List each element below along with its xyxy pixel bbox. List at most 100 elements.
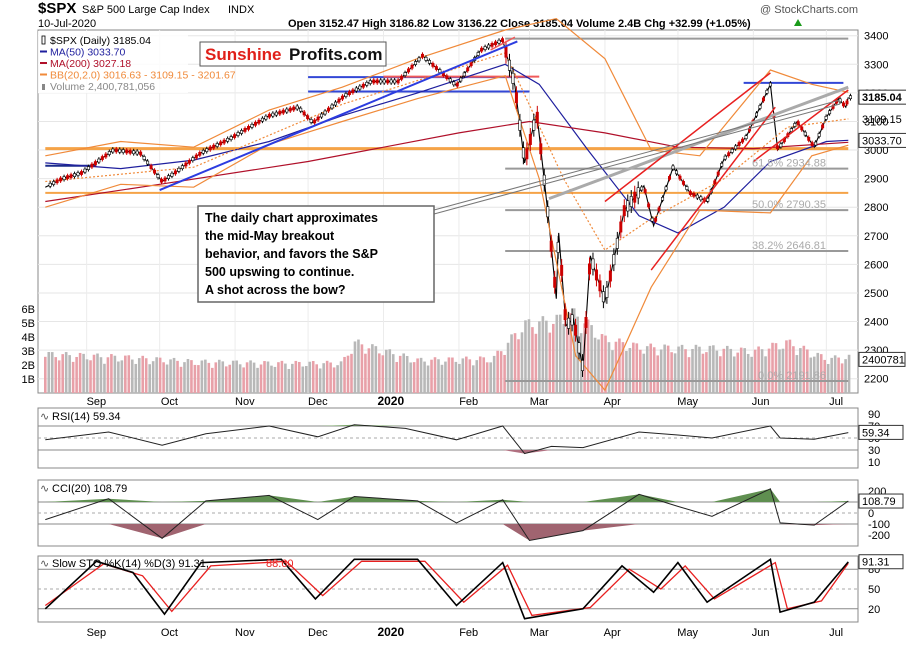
candle-body — [720, 162, 724, 167]
candle-body — [810, 142, 814, 146]
candle-body — [605, 286, 609, 298]
indicator-tick--200: -200 — [868, 530, 890, 542]
volume-bar — [419, 357, 423, 393]
indicator-tick-20: 20 — [868, 604, 880, 616]
candle-body — [758, 105, 762, 109]
volume-bar — [534, 333, 538, 393]
candle-body — [469, 62, 473, 67]
volume-bar — [277, 362, 280, 393]
cci-title: CCI(20) 108.79 — [52, 483, 127, 495]
candle-body — [577, 342, 581, 354]
candle-body — [765, 89, 769, 94]
volume-bar — [552, 323, 555, 393]
volume-bar — [43, 356, 47, 393]
candle-body — [333, 101, 337, 106]
x-axis-labels-bottom: Sep Oct Nov Dec 2020 Feb Mar Apr May Jun Jul — [87, 625, 844, 639]
price-tick-2700: 2700 — [864, 231, 888, 243]
volume-bar — [158, 357, 162, 393]
volume-bar — [197, 365, 200, 393]
volume-bar — [830, 357, 833, 393]
legend-box — [38, 31, 188, 93]
volume-bar — [124, 355, 127, 393]
price-badge-2: 3033.70 — [862, 135, 902, 147]
callout-connector-1 — [433, 99, 841, 211]
ohlc-readout: Open 3152.47 High 3186.82 Low 3136.22 Cl… — [288, 18, 751, 30]
candle-body — [640, 186, 644, 191]
volume-bar — [85, 359, 89, 393]
candle-body — [351, 89, 355, 94]
candle-body — [257, 119, 261, 124]
volume-bar — [586, 319, 590, 393]
candle-body — [327, 107, 331, 112]
candle-body — [483, 46, 487, 50]
volume-bar — [134, 363, 138, 393]
series-line-ma-200- — [45, 120, 849, 203]
logo-part2: Profits.com — [289, 45, 383, 64]
volume-bar — [739, 347, 743, 393]
trendline-2 — [548, 85, 849, 201]
candle-body — [52, 181, 56, 185]
volume-layer — [43, 308, 851, 393]
cci-icon: ∿ — [40, 483, 49, 495]
volume-bar — [652, 347, 656, 393]
volume-bar — [301, 366, 305, 393]
price-tick-3300: 3300 — [864, 59, 888, 71]
trendline-1 — [490, 36, 516, 51]
volume-bar — [217, 359, 221, 393]
candle-body — [445, 75, 449, 80]
candle-body — [674, 170, 678, 175]
candle-body — [368, 80, 372, 84]
candle-body — [389, 79, 393, 84]
trendline-4 — [650, 106, 776, 271]
volume-bar — [120, 360, 124, 393]
candle-body — [817, 133, 821, 137]
volume-bar — [325, 360, 329, 393]
candle-body — [142, 156, 146, 160]
volume-bar — [506, 342, 510, 393]
volume-bar — [684, 349, 687, 393]
chart-date: 10-Jul-2020 — [38, 18, 96, 30]
volume-bar — [176, 360, 179, 393]
volume-bar — [430, 359, 433, 393]
candle-body — [556, 241, 560, 253]
volume-bar — [68, 355, 71, 393]
indicator-badge-box — [858, 554, 904, 570]
volume-bar — [103, 363, 106, 393]
volume-bar — [364, 353, 367, 393]
candle-body — [55, 179, 59, 184]
candle-body — [424, 56, 428, 61]
indicator-badge-box — [858, 493, 904, 509]
candle-body — [173, 170, 177, 175]
volume-bar — [659, 349, 663, 393]
legend-entry-4: Volume 2,400,781,056 — [50, 81, 155, 93]
candle-body — [226, 138, 230, 142]
volume-bar — [384, 349, 388, 393]
candle-body — [681, 181, 685, 185]
volume-bar — [517, 339, 520, 393]
candle-body — [737, 142, 741, 146]
volume-bar — [531, 327, 534, 393]
series-line--spx-daily- — [45, 39, 849, 369]
candle-body — [236, 132, 240, 136]
volume-bar — [465, 356, 468, 393]
candle-body — [643, 189, 647, 193]
overbought-fill — [45, 488, 849, 502]
candle-body — [250, 123, 254, 128]
up-triangle-icon — [794, 19, 802, 26]
volume-bar — [412, 362, 416, 393]
volume-bar — [732, 356, 736, 393]
volume-tick-2B: 2B — [22, 360, 35, 372]
volume-bar — [231, 360, 235, 393]
series-line-bb-lower — [45, 74, 849, 392]
candle-body — [320, 113, 324, 118]
volume-bar — [698, 346, 701, 393]
x-label-2020: 2020 — [377, 625, 404, 639]
sunshine-profits-logo: Sunshine Profits.com — [199, 41, 387, 67]
candle-body — [563, 309, 567, 321]
candle-body — [657, 207, 661, 212]
candle-body — [608, 270, 612, 282]
volume-bar — [405, 356, 409, 393]
volume-bar — [238, 364, 242, 393]
volume-bar — [712, 345, 715, 393]
indicator-line-0 — [44, 560, 849, 617]
